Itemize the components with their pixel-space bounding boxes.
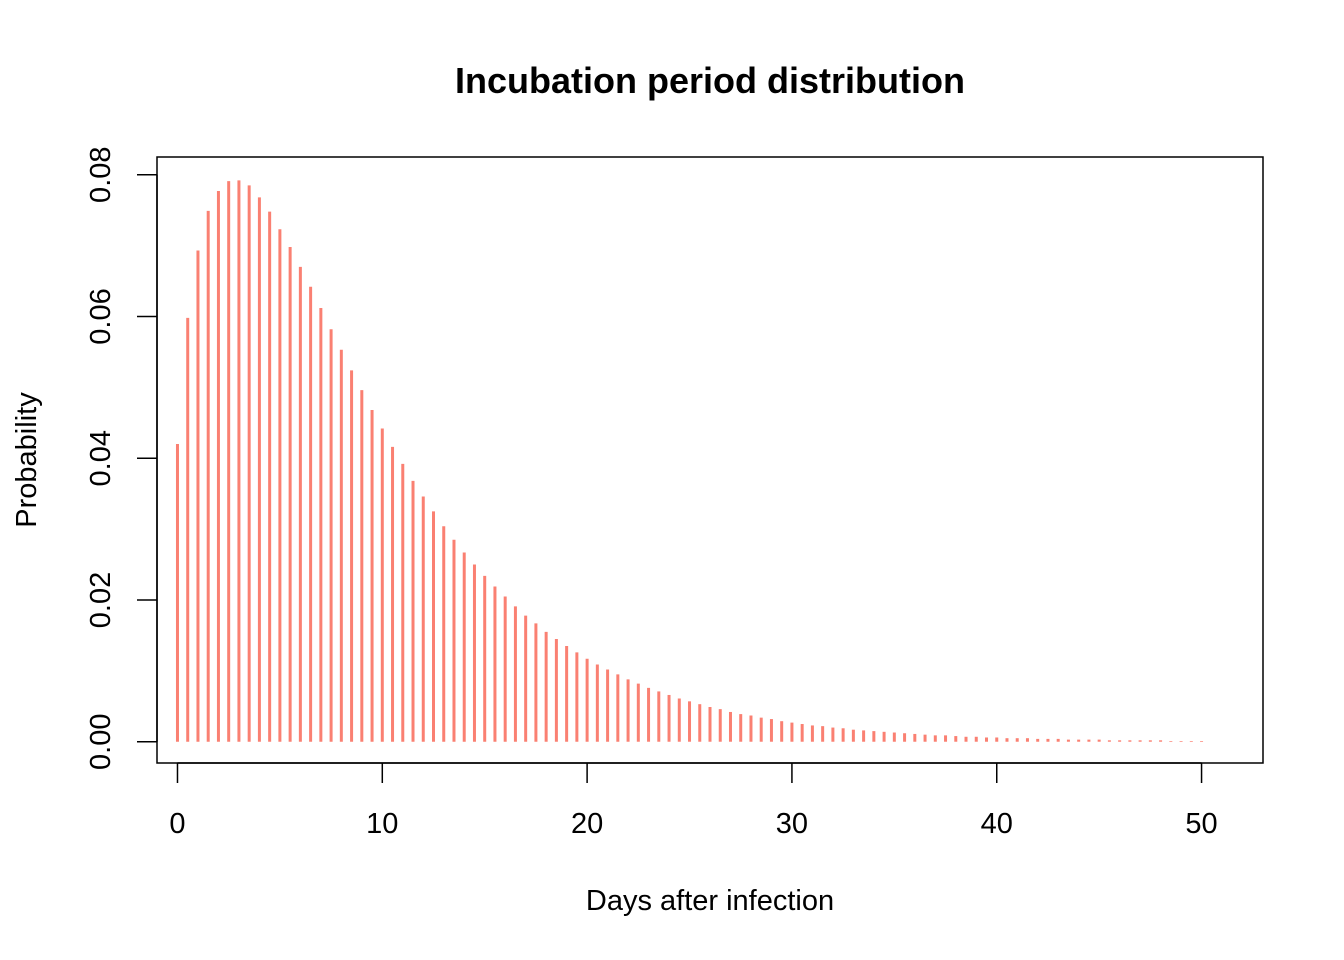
bars: [175, 180, 1204, 742]
x-axis: 0 10 20 30 40 50: [169, 762, 1218, 840]
plot-frame: [156, 156, 1264, 764]
x-axis-label: Days after infection: [586, 885, 834, 917]
x-tick-label: 20: [571, 808, 603, 840]
x-tick-label: 10: [366, 808, 398, 840]
y-tick-label: 0.06: [85, 288, 117, 344]
y-axis: 0.00 0.02 0.04 0.06 0.08: [85, 146, 158, 770]
y-tick-label: 0.04: [85, 430, 117, 486]
y-tick-label: 0.08: [85, 146, 117, 202]
chart-title: Incubation period distribution: [455, 60, 965, 101]
x-tick-label: 0: [169, 808, 185, 840]
x-tick-label: 30: [776, 808, 808, 840]
y-axis-label: Probability: [11, 392, 43, 528]
x-tick-label: 50: [1185, 808, 1217, 840]
y-tick-label: 0.00: [85, 714, 117, 770]
x-tick-label: 40: [981, 808, 1013, 840]
y-tick-label: 0.02: [85, 572, 117, 628]
